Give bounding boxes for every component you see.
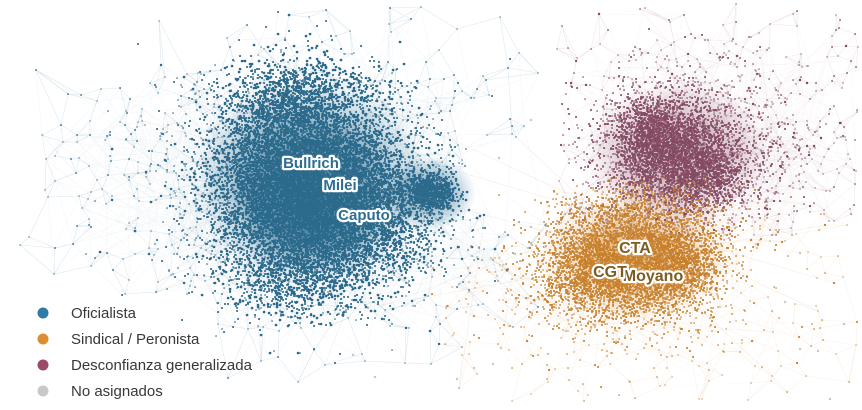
svg-text:CGT: CGT	[593, 264, 627, 281]
svg-text:Bullrich: Bullrich	[283, 155, 339, 172]
svg-text:Milei: Milei	[323, 177, 356, 194]
svg-text:CTA: CTA	[619, 240, 651, 257]
svg-text:Sindical / Peronista: Sindical / Peronista	[71, 331, 200, 348]
svg-text:Caputo: Caputo	[338, 207, 390, 224]
svg-text:No asignados: No asignados	[71, 383, 163, 400]
svg-text:Oficialista: Oficialista	[71, 305, 137, 322]
svg-text:Moyano: Moyano	[623, 268, 684, 285]
svg-text:Desconfianza generalizada: Desconfianza generalizada	[71, 357, 253, 374]
